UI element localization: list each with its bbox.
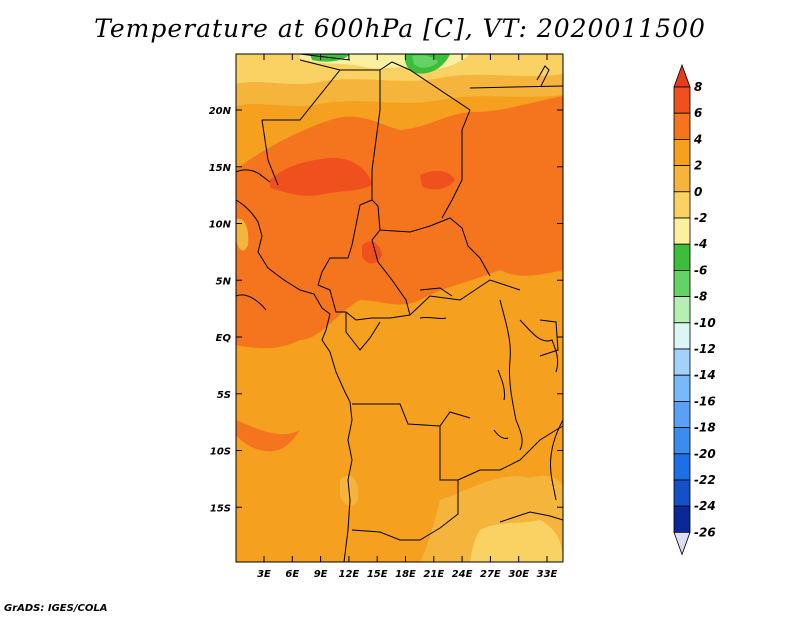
lon-tick-label: 27E bbox=[480, 569, 501, 580]
lon-tick-label: 12E bbox=[339, 569, 360, 580]
colorbar-label: -18 bbox=[694, 421, 716, 435]
colorbar-segment bbox=[673, 243, 691, 271]
credit-text: GrADS: IGES/COLA bbox=[4, 603, 108, 614]
colorbar-label: -6 bbox=[694, 263, 707, 277]
colorbar-segment bbox=[673, 296, 691, 324]
lon-tick-label: 18E bbox=[395, 569, 416, 580]
colorbar-segment bbox=[673, 479, 691, 507]
colorbar-segment bbox=[673, 138, 691, 166]
colorbar-label: -10 bbox=[694, 316, 716, 330]
colorbar-label: -16 bbox=[694, 394, 716, 408]
colorbar-segment bbox=[673, 217, 691, 245]
colorbar-label: -2 bbox=[694, 211, 707, 225]
lat-tick-label: 15S bbox=[210, 503, 231, 514]
colorbar-label: -12 bbox=[694, 342, 716, 356]
lat-tick-label: 20N bbox=[209, 106, 232, 117]
colorbar-label: 8 bbox=[694, 80, 702, 94]
colorbar: 8 6 4 2 0 -2 -4 -6 -8 -10 -12 -14 -16 -18 -20 -22 -24 -26 bbox=[673, 63, 716, 556]
country-borders bbox=[236, 54, 563, 562]
colorbar-segment bbox=[673, 269, 691, 297]
temperature-field bbox=[236, 54, 563, 562]
lon-tick-label: 15E bbox=[367, 569, 388, 580]
colorbar-segment bbox=[673, 374, 691, 402]
colorbar-label: 0 bbox=[694, 185, 702, 199]
colorbar-over-triangle bbox=[673, 63, 691, 88]
colorbar-label: -26 bbox=[694, 525, 716, 539]
colorbar-label: -22 bbox=[694, 473, 716, 487]
lat-tick-label: 5N bbox=[216, 276, 232, 287]
colorbar-segment bbox=[673, 348, 691, 376]
lat-tick-label: 10N bbox=[209, 220, 232, 231]
lon-tick-label: 33E bbox=[537, 569, 558, 580]
colorbar-label: -24 bbox=[694, 499, 716, 513]
lon-tick-label: 30E bbox=[508, 569, 529, 580]
colorbar-segment bbox=[673, 427, 691, 455]
colorbar-segment bbox=[673, 400, 691, 428]
colorbar-label: 6 bbox=[694, 106, 702, 120]
map-frame bbox=[235, 53, 564, 563]
colorbar-label: 4 bbox=[693, 132, 702, 146]
lat-tick-label: 10S bbox=[210, 447, 231, 458]
colorbar-label: 2 bbox=[694, 159, 702, 173]
colorbar-label: -4 bbox=[694, 237, 707, 251]
lat-tick-label: 15N bbox=[209, 163, 232, 174]
latitude-axis: 20N 15N 10N 5N EQ 5S 10S 15S bbox=[209, 106, 563, 514]
lat-tick-label: EQ bbox=[216, 333, 232, 344]
colorbar-label: -14 bbox=[694, 368, 716, 382]
colorbar-label: -8 bbox=[694, 290, 707, 304]
longitude-axis: 3E 6E 9E 12E 15E 18E 21E 24E 27E 30E 33E bbox=[257, 54, 558, 580]
colorbar-label: -20 bbox=[694, 447, 716, 461]
colorbar-segment bbox=[673, 165, 691, 193]
colorbar-segment bbox=[673, 322, 691, 350]
lon-tick-label: 6E bbox=[285, 569, 299, 580]
colorbar-segment bbox=[673, 112, 691, 140]
lon-tick-label: 21E bbox=[423, 569, 444, 580]
colorbar-segment bbox=[673, 86, 691, 114]
lon-tick-label: 3E bbox=[257, 569, 271, 580]
colorbar-segment bbox=[673, 453, 691, 481]
colorbar-segment bbox=[673, 191, 691, 219]
lon-tick-label: 9E bbox=[314, 569, 328, 580]
lon-tick-label: 24E bbox=[452, 569, 473, 580]
colorbar-segment bbox=[673, 505, 691, 533]
lat-tick-label: 5S bbox=[217, 390, 231, 401]
colorbar-under-triangle bbox=[673, 532, 691, 556]
chart-title: Temperature at 600hPa [C], VT: 202001150… bbox=[94, 14, 706, 43]
